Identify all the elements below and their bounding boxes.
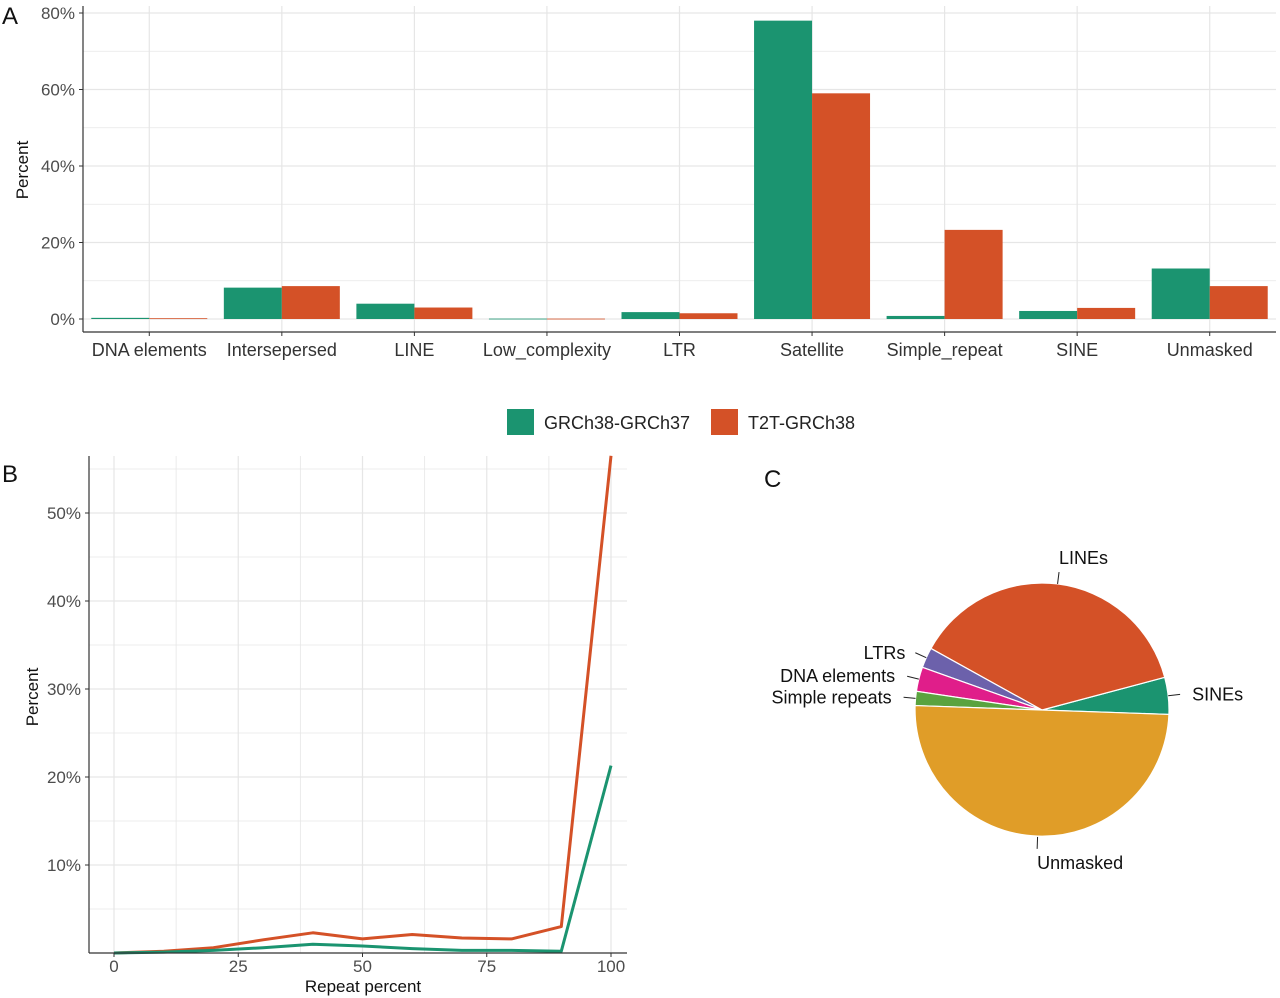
panel-b-y-tick-label: 20%	[47, 768, 81, 787]
panel-b-line-chart: B 10% 20% 30% 40% 50% 0 25 50 75 100 Percent Repe…	[2, 455, 627, 996]
panel-a-x-tick-label: Low_complexity	[483, 340, 611, 361]
pie-label-sines: SINEs	[1192, 684, 1243, 704]
bar-grch38-grch37-intersepersed	[223, 287, 282, 319]
panel-a-y-axis-label: Percent	[13, 140, 32, 199]
panel-a-x-tick-label: LTR	[663, 340, 696, 360]
bar-t2t-grch38-unmasked	[1209, 286, 1268, 319]
bar-t2t-grch38-sine	[1077, 307, 1136, 319]
bar-t2t-grch38-intersepersed	[281, 286, 340, 319]
panel-a-x-tick-label: SINE	[1056, 340, 1098, 360]
pie-label-simple-repeats: Simple repeats	[772, 687, 892, 707]
panel-a-y-tick-label: 0%	[50, 310, 75, 329]
legend-label-grch38-grch37: GRCh38-GRCh37	[544, 413, 690, 433]
pie-leader-simple-repeats	[903, 696, 916, 699]
panel-b-y-axis-label: Percent	[23, 667, 42, 726]
panel-b-x-tick-label: 25	[229, 957, 248, 976]
legend: GRCh38-GRCh37 T2T-GRCh38	[507, 409, 855, 435]
panel-a-bar-chart: A 0% 20% 40% 60% 80% DNA elements Interseperse…	[2, 3, 1276, 361]
legend-swatch-t2t-grch38	[711, 409, 738, 435]
panel-a-y-tick-label: 80%	[41, 4, 75, 23]
bar-grch38-grch37-dna-elements	[91, 317, 150, 319]
panel-b-lines	[113, 455, 613, 955]
bar-t2t-grch38-low-complexity	[546, 318, 605, 320]
panel-b-grid	[89, 456, 627, 953]
pie-slice-lines	[930, 582, 1166, 711]
bar-t2t-grch38-simple-repeat	[944, 229, 1003, 319]
panel-b-y-tick-label: 40%	[47, 592, 81, 611]
panel-a-bars	[91, 20, 1268, 320]
panel-b-x-tick-label: 50	[353, 957, 372, 976]
bar-t2t-grch38-dna-elements	[149, 318, 208, 320]
panel-a-x-tick-label: Simple_repeat	[887, 340, 1003, 361]
panel-b-y-tick-label: 50%	[47, 504, 81, 523]
panel-b-axes: 10% 20% 30% 40% 50% 0 25 50 75 100	[47, 456, 627, 976]
pie-label-unmasked: Unmasked	[1037, 853, 1123, 873]
bar-t2t-grch38-satellite	[812, 93, 871, 319]
panel-b-tag: B	[2, 461, 18, 488]
panel-a-x-tick-label: Satellite	[780, 340, 844, 360]
bar-grch38-grch37-unmasked	[1151, 268, 1210, 319]
panel-a-y-tick-label: 60%	[41, 81, 75, 100]
bar-grch38-grch37-satellite	[754, 20, 813, 320]
pie-leader-ltrs	[915, 652, 927, 659]
panel-c-pie	[914, 582, 1170, 837]
line-t2t-grch38	[113, 455, 613, 955]
panel-a-grid	[83, 6, 1276, 332]
legend-label-t2t-grch38: T2T-GRCh38	[748, 413, 855, 433]
bar-grch38-grch37-low-complexity	[488, 318, 547, 320]
panel-b-x-axis-label: Repeat percent	[305, 977, 422, 996]
panel-a-y-tick-label: 40%	[41, 157, 75, 176]
bar-grch38-grch37-sine	[1019, 310, 1078, 319]
panel-b-y-tick-label: 30%	[47, 680, 81, 699]
pie-leader-dna-elements	[907, 675, 919, 680]
bar-grch38-grch37-simple-repeat	[886, 315, 945, 319]
line-grch38-grch37	[113, 765, 613, 955]
panel-b-y-tick-label: 10%	[47, 856, 81, 875]
panel-a-x-tick-label: LINE	[394, 340, 434, 360]
bar-t2t-grch38-line	[414, 307, 473, 319]
pie-leader-lines	[1057, 571, 1060, 585]
legend-swatch-grch38-grch37	[507, 409, 534, 435]
bar-grch38-grch37-line	[356, 303, 415, 319]
pie-label-lines: LINEs	[1059, 548, 1108, 568]
pie-leader-sines	[1168, 693, 1181, 697]
bar-grch38-grch37-ltr	[621, 312, 680, 319]
pie-label-ltrs: LTRs	[864, 643, 906, 663]
pie-slice-unmasked	[914, 704, 1170, 837]
panel-a-x-tick-label: DNA elements	[92, 340, 207, 360]
panel-a-y-tick-label: 20%	[41, 234, 75, 253]
bar-t2t-grch38-ltr	[679, 313, 738, 319]
panel-b-x-tick-label: 75	[477, 957, 496, 976]
panel-a-axes: 0% 20% 40% 60% 80% DNA elements Intersepersed L…	[41, 4, 1276, 361]
panel-a-tag: A	[2, 3, 18, 30]
panel-a-x-tick-label: Intersepersed	[227, 340, 337, 360]
panel-b-x-tick-label: 100	[597, 957, 625, 976]
pie-label-dna-elements: DNA elements	[780, 666, 895, 686]
panel-a-x-tick-label: Unmasked	[1167, 340, 1253, 360]
panel-b-x-tick-label: 0	[109, 957, 118, 976]
panel-c-tag: C	[764, 466, 781, 493]
